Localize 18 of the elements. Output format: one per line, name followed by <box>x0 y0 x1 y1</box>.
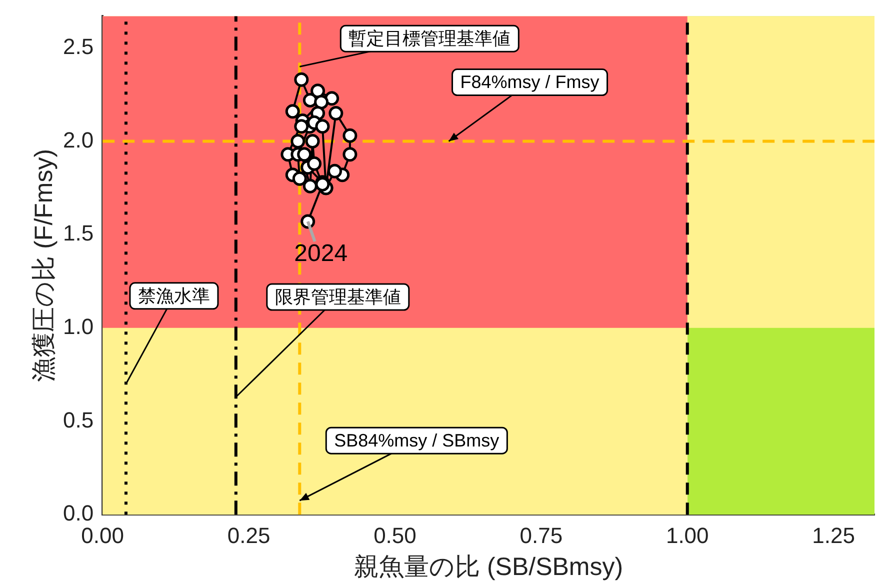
annotation: 暫定目標管理基準値 <box>348 28 511 49</box>
annotation: 2024 <box>294 240 348 268</box>
annotation: 禁漁水準 <box>138 286 210 306</box>
y-tick-label: 2.0 <box>62 127 94 152</box>
x-tick-label: 0.25 <box>227 522 270 548</box>
x-tick-label: 0.75 <box>520 522 563 548</box>
annotation: F84%msy / Fmsy <box>460 72 600 92</box>
y-tick-label: 2.5 <box>62 34 94 59</box>
annotation: 限界管理基準値 <box>274 286 401 307</box>
y-axis-title: 漁獲圧の比 (F/Fmsy) <box>30 148 58 382</box>
y-tick-label: 0.5 <box>62 407 94 432</box>
annotation: SB84%msy / SBmsy <box>334 430 500 451</box>
x-tick-label: 1.25 <box>812 522 855 548</box>
y-tick-label: 1.0 <box>62 314 94 339</box>
x-axis-title: 親魚量の比 (SB/SBmsy) <box>354 552 624 581</box>
y-tick-label: 1.5 <box>62 220 94 246</box>
x-tick-label: 0.50 <box>374 522 416 548</box>
x-tick-label: 1.00 <box>666 522 709 548</box>
